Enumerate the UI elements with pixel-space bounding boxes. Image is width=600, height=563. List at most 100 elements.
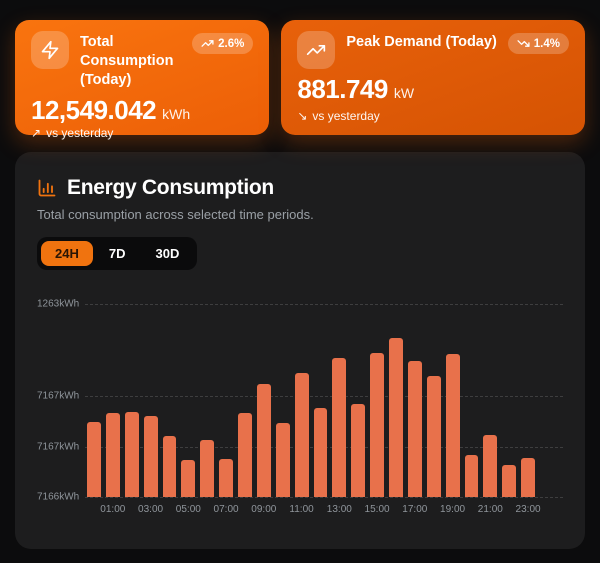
bar-slot bbox=[389, 304, 403, 497]
card-title: Total Consumption (Today) bbox=[80, 34, 174, 88]
panel-title: Energy Consumption bbox=[67, 176, 274, 199]
x-axis-label: 23:00 bbox=[515, 504, 541, 515]
bar-19:00 bbox=[445, 354, 460, 497]
bar-22:00 bbox=[502, 464, 517, 497]
value-unit: kWh bbox=[162, 105, 191, 122]
card-header: Peak Demand (Today) 1.4% bbox=[297, 31, 569, 69]
bar-06:00 bbox=[200, 440, 215, 497]
badge-value: 1.4% bbox=[533, 37, 560, 50]
footer-label: vs yesterday bbox=[46, 125, 114, 140]
energy-consumption-panel: Energy Consumption Total consumption acr… bbox=[15, 152, 585, 549]
bar-12:00 bbox=[313, 408, 328, 497]
x-axis-label: 13:00 bbox=[326, 504, 352, 515]
x-axis-label: 01:00 bbox=[100, 504, 126, 515]
trend-badge: 2.6% bbox=[192, 33, 254, 54]
peak-demand-card: Peak Demand (Today) 1.4% 881.749 kW ↘ vs… bbox=[281, 20, 585, 135]
bar-slot bbox=[238, 304, 252, 497]
bar-chart: 1263kWh 7167kWh 7167kWh 7166kWh 01:00 03:00 05… bbox=[37, 299, 563, 520]
x-axis-label: 11:00 bbox=[289, 504, 314, 515]
x-axis-label: 03:00 bbox=[138, 504, 164, 515]
bar-04:00 bbox=[162, 436, 177, 497]
bar-chart-icon bbox=[37, 178, 57, 198]
bar-08:00 bbox=[238, 413, 252, 497]
card-header: Total Consumption (Today) 2.6% bbox=[31, 31, 254, 90]
bar-slot: 21:00 bbox=[478, 304, 503, 515]
trend-badge: 1.4% bbox=[507, 33, 569, 54]
value-unit: kW bbox=[393, 85, 415, 101]
bar-slot bbox=[275, 304, 290, 497]
tab-30d[interactable]: 30D bbox=[141, 241, 193, 266]
bars-row: 01:00 03:00 05:00 07:00 09:00 11:00 13:00 15:00… bbox=[87, 304, 541, 515]
value-number: 881.749 bbox=[297, 74, 388, 104]
bar-00:00 bbox=[87, 421, 101, 497]
card-value: 12,549.042 kWh bbox=[31, 95, 253, 126]
x-axis-label: 05:00 bbox=[175, 504, 201, 515]
bar-slot bbox=[162, 304, 177, 497]
x-axis-label: 19:00 bbox=[440, 504, 466, 515]
bar-slot: 23:00 bbox=[516, 304, 541, 515]
time-range-tabs: 24H 7D 30D bbox=[37, 237, 198, 270]
bar-slot: 09:00 bbox=[251, 304, 276, 515]
bar-20:00 bbox=[464, 454, 479, 497]
x-axis-label: 09:00 bbox=[251, 504, 277, 515]
bar-slot bbox=[87, 304, 101, 497]
bar-18:00 bbox=[426, 376, 441, 497]
bar-slot bbox=[502, 304, 517, 497]
kpi-cards-row: Total Consumption (Today) 2.6% 12,549.04… bbox=[15, 20, 585, 140]
bar-slot bbox=[464, 304, 479, 497]
panel-title-row: Energy Consumption bbox=[37, 176, 563, 200]
trending-up-icon bbox=[201, 37, 214, 50]
zap-icon bbox=[31, 31, 69, 69]
value-number: 12,549.042 bbox=[31, 94, 157, 125]
bar-02:00 bbox=[124, 412, 139, 497]
bar-slot bbox=[313, 304, 328, 497]
card-title: Peak Demand (Today) bbox=[346, 34, 497, 50]
x-axis-label: 17:00 bbox=[402, 504, 428, 515]
trending-up-icon bbox=[297, 31, 336, 69]
bar-16:00 bbox=[389, 337, 403, 497]
bar-slot: 15:00 bbox=[365, 304, 390, 515]
arrow-up-right-icon: ↗ bbox=[31, 125, 42, 140]
bar-07:00 bbox=[219, 458, 233, 497]
bar-13:00 bbox=[332, 358, 347, 497]
footer-label: vs yesterday bbox=[312, 109, 380, 123]
y-axis-label: 7167kWh bbox=[37, 390, 80, 402]
bar-slot: 05:00 bbox=[176, 304, 201, 515]
bar-slot: 13:00 bbox=[327, 304, 352, 515]
gridline bbox=[85, 497, 563, 498]
bar-slot: 19:00 bbox=[440, 304, 465, 515]
tab-24h[interactable]: 24H bbox=[41, 241, 93, 266]
arrow-down-right-icon: ↘ bbox=[297, 109, 308, 123]
bar-10:00 bbox=[275, 423, 290, 497]
bar-21:00 bbox=[483, 435, 498, 497]
bar-03:00 bbox=[143, 415, 158, 497]
bar-01:00 bbox=[105, 413, 120, 497]
card-footer: ↗ vs yesterday bbox=[31, 126, 253, 140]
bar-14:00 bbox=[351, 403, 366, 497]
bar-17:00 bbox=[407, 360, 422, 497]
x-axis-label: 21:00 bbox=[477, 504, 503, 515]
bar-11:00 bbox=[294, 373, 309, 497]
badge-value: 2.6% bbox=[218, 37, 245, 50]
x-axis-label: 15:00 bbox=[364, 504, 390, 515]
bar-15:00 bbox=[370, 353, 384, 497]
bar-slot: 07:00 bbox=[214, 304, 239, 515]
bar-slot: 01:00 bbox=[100, 304, 125, 515]
x-axis-label: 07:00 bbox=[213, 504, 239, 515]
bar-slot bbox=[351, 304, 366, 497]
y-axis-label: 1263kWh bbox=[37, 298, 80, 310]
gridline bbox=[85, 396, 563, 398]
y-axis-label: 7167kWh bbox=[37, 441, 80, 453]
bar-09:00 bbox=[256, 384, 271, 497]
bar-slot: 17:00 bbox=[402, 304, 427, 515]
bar-slot: 11:00 bbox=[289, 304, 314, 515]
total-consumption-card: Total Consumption (Today) 2.6% 12,549.04… bbox=[15, 20, 270, 140]
gridline bbox=[85, 304, 563, 305]
bar-23:00 bbox=[521, 458, 535, 497]
bar-slot bbox=[124, 304, 139, 497]
tab-7d[interactable]: 7D bbox=[95, 241, 140, 266]
card-value: 881.749 kW bbox=[297, 74, 569, 105]
bar-slot bbox=[200, 304, 215, 497]
bar-05:00 bbox=[181, 459, 196, 497]
